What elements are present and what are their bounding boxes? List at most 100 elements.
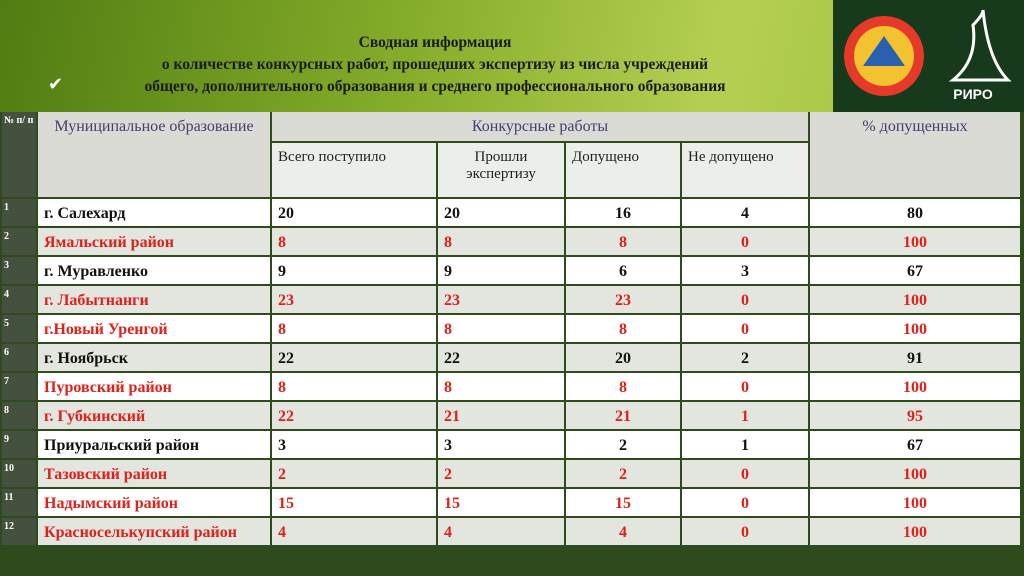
row-value: 23 bbox=[272, 286, 436, 313]
head-works: Конкурсные работы bbox=[272, 112, 809, 142]
row-value: 100 bbox=[810, 373, 1020, 400]
subhead-cell: Не допущено bbox=[682, 143, 809, 197]
head-percent: % допущенных bbox=[810, 112, 1020, 197]
logos: РИРО bbox=[844, 9, 1012, 102]
row-no: 9 bbox=[2, 431, 36, 458]
row-value: 6 bbox=[566, 257, 680, 284]
table-row: 11 Надымский район 15 15 15 0 100 bbox=[2, 489, 1020, 516]
row-value: 95 bbox=[810, 402, 1020, 429]
row-value: 100 bbox=[810, 315, 1020, 342]
row-value: 1 bbox=[682, 431, 809, 458]
head-no: № п/ п bbox=[2, 112, 36, 197]
row-value: 20 bbox=[272, 199, 436, 226]
row-name: Приуральский район bbox=[38, 431, 270, 458]
title: Сводная информация о количестве конкурсны… bbox=[40, 32, 830, 98]
row-value: 9 bbox=[272, 257, 436, 284]
bullet-icon: ✔ bbox=[48, 74, 64, 94]
row-value: 8 bbox=[566, 315, 680, 342]
row-no: 8 bbox=[2, 402, 36, 429]
row-no: 11 bbox=[2, 489, 36, 516]
row-value: 0 bbox=[682, 460, 809, 487]
row-name: г. Губкинский bbox=[38, 402, 270, 429]
table-row: 5 г.Новый Уренгой 8 8 8 0 100 bbox=[2, 315, 1020, 342]
table-row: 3 г. Муравленко 9 9 6 3 67 bbox=[2, 257, 1020, 284]
table-row: 9 Приуральский район 3 3 2 1 67 bbox=[2, 431, 1020, 458]
subhead-cell: Допущено bbox=[566, 143, 680, 197]
row-value: 22 bbox=[438, 344, 564, 371]
logo-text: РИРО bbox=[953, 86, 993, 102]
row-value: 1 bbox=[682, 402, 809, 429]
row-value: 20 bbox=[566, 344, 680, 371]
row-value: 23 bbox=[438, 286, 564, 313]
row-name: Ямальский район bbox=[38, 228, 270, 255]
row-value: 22 bbox=[272, 344, 436, 371]
row-value: 4 bbox=[272, 518, 436, 545]
row-no: 10 bbox=[2, 460, 36, 487]
row-value: 100 bbox=[810, 286, 1020, 313]
row-value: 0 bbox=[682, 373, 809, 400]
row-value: 80 bbox=[810, 199, 1020, 226]
row-value: 8 bbox=[438, 315, 564, 342]
row-no: 3 bbox=[2, 257, 36, 284]
row-value: 100 bbox=[810, 518, 1020, 545]
row-no: 1 bbox=[2, 199, 36, 226]
row-value: 3 bbox=[682, 257, 809, 284]
head-municipality: Муниципальное образование bbox=[38, 112, 270, 197]
row-name: Красноселькупский район bbox=[38, 518, 270, 545]
table-row: 2 Ямальский район 8 8 8 0 100 bbox=[2, 228, 1020, 255]
row-name: Тазовский район bbox=[38, 460, 270, 487]
table: № п/ п Муниципальное образование Конкурс… bbox=[0, 110, 1022, 547]
row-value: 4 bbox=[438, 518, 564, 545]
row-no: 7 bbox=[2, 373, 36, 400]
row-value: 0 bbox=[682, 315, 809, 342]
row-value: 16 bbox=[566, 199, 680, 226]
table-row: 4 г. Лабытнанги 23 23 23 0 100 bbox=[2, 286, 1020, 313]
row-value: 15 bbox=[566, 489, 680, 516]
row-name: г.Новый Уренгой bbox=[38, 315, 270, 342]
row-value: 100 bbox=[810, 228, 1020, 255]
row-value: 0 bbox=[682, 286, 809, 313]
row-value: 2 bbox=[272, 460, 436, 487]
row-value: 91 bbox=[810, 344, 1020, 371]
row-value: 100 bbox=[810, 460, 1020, 487]
row-value: 9 bbox=[438, 257, 564, 284]
riro-emblem bbox=[948, 9, 1012, 82]
row-no: 12 bbox=[2, 518, 36, 545]
row-no: 6 bbox=[2, 344, 36, 371]
row-value: 2 bbox=[566, 460, 680, 487]
row-name: г. Ноябрьск bbox=[38, 344, 270, 371]
row-no: 2 bbox=[2, 228, 36, 255]
row-name: г. Салехард bbox=[38, 199, 270, 226]
table-row: 8 г. Губкинский 22 21 21 1 95 bbox=[2, 402, 1020, 429]
row-value: 22 bbox=[272, 402, 436, 429]
row-value: 8 bbox=[272, 373, 436, 400]
row-value: 8 bbox=[438, 373, 564, 400]
row-value: 21 bbox=[566, 402, 680, 429]
logo-shape bbox=[863, 36, 905, 66]
row-value: 23 bbox=[566, 286, 680, 313]
title-line: общего, дополнительного образования и ср… bbox=[144, 78, 726, 95]
row-value: 2 bbox=[566, 431, 680, 458]
title-line: о количестве конкурсных работ, прошедших… bbox=[161, 56, 709, 73]
subhead-row: Всего поступило Прошли экспертизу Допущено… bbox=[2, 143, 1020, 197]
header-band: Сводная информация о количестве конкурсны… bbox=[0, 0, 1024, 112]
row-value: 100 bbox=[810, 489, 1020, 516]
row-value: 0 bbox=[682, 228, 809, 255]
logo-panel: РИРО bbox=[833, 0, 1024, 112]
row-value: 15 bbox=[438, 489, 564, 516]
row-value: 67 bbox=[810, 431, 1020, 458]
row-value: 0 bbox=[682, 518, 809, 545]
row-value: 8 bbox=[566, 373, 680, 400]
row-value: 4 bbox=[566, 518, 680, 545]
row-value: 0 bbox=[682, 489, 809, 516]
table-row: 12 Красноселькупский район 4 4 4 0 100 bbox=[2, 518, 1020, 545]
row-value: 15 bbox=[272, 489, 436, 516]
row-name: Пуровский район bbox=[38, 373, 270, 400]
row-value: 20 bbox=[438, 199, 564, 226]
row-value: 2 bbox=[438, 460, 564, 487]
title-line: Сводная информация bbox=[358, 34, 512, 51]
row-no: 5 bbox=[2, 315, 36, 342]
row-value: 8 bbox=[272, 315, 436, 342]
row-value: 3 bbox=[272, 431, 436, 458]
